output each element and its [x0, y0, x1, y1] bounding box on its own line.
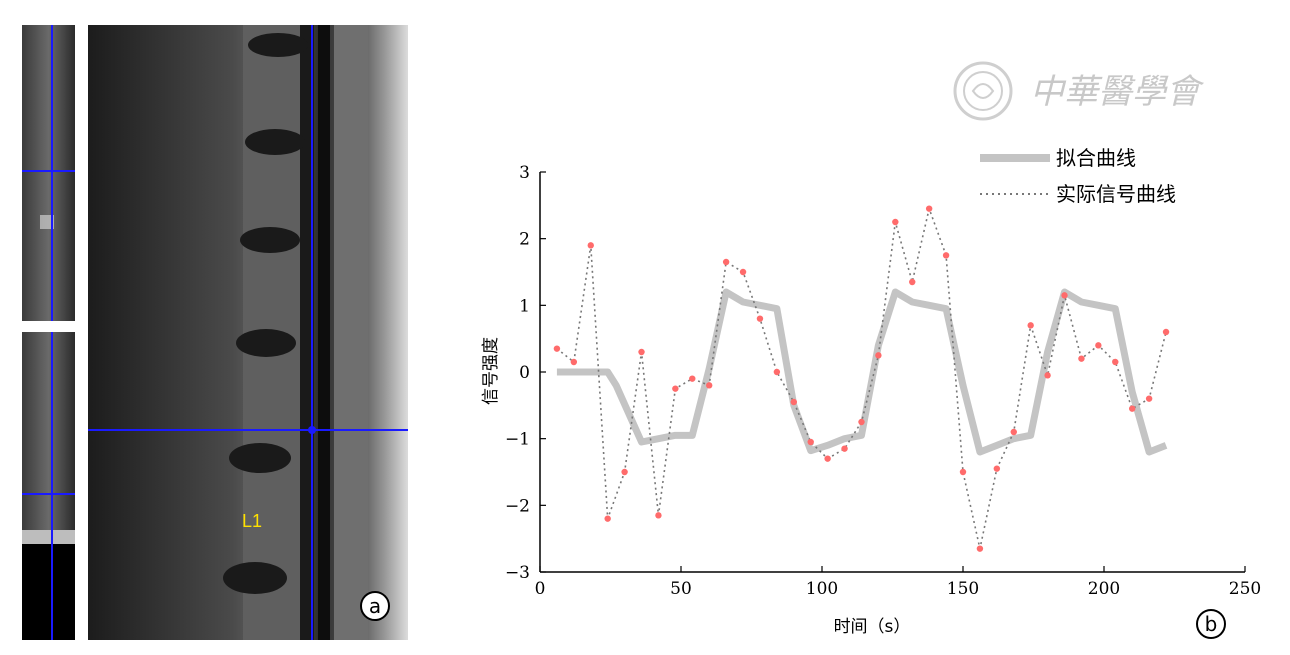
mri-figure: L1 a: [22, 25, 408, 640]
y-tick-label: 3: [519, 163, 530, 183]
signal-point: [976, 545, 984, 552]
x-tick-label: 250: [1229, 579, 1261, 599]
fit-curve-line: [556, 288, 1168, 456]
signal-point: [942, 252, 950, 259]
panel-a-label: a: [360, 591, 390, 621]
disc: [240, 227, 300, 253]
x-tick-label: 200: [1088, 579, 1120, 599]
signal-point: [1145, 395, 1153, 402]
x-tick-label: 150: [947, 579, 979, 599]
signal-point: [1162, 328, 1170, 336]
y-tick-label: 2: [519, 230, 530, 250]
thumbnail-top: [22, 25, 75, 321]
signal-point: [722, 258, 730, 266]
x-tick-label: 0: [535, 579, 546, 599]
signal-point: [1112, 358, 1119, 366]
y-tick-label: −3: [505, 563, 530, 583]
svg-text:b: b: [1205, 612, 1218, 636]
signal-point: [570, 358, 578, 366]
disc: [223, 562, 287, 594]
signal-point: [672, 385, 679, 392]
disc: [229, 443, 291, 473]
signal-point: [925, 205, 933, 212]
signal-point: [875, 352, 882, 359]
vertebra-label: L1: [242, 511, 262, 531]
signal-point: [807, 438, 814, 446]
disc: [245, 129, 305, 155]
y-tick-label: −1: [505, 430, 530, 450]
sagittal-image: L1: [88, 25, 408, 640]
watermark-seal-icon: [953, 61, 1013, 121]
y-tick-label: 1: [519, 296, 530, 316]
thumbnail-bottom: [22, 332, 75, 640]
signal-chart: 中華醫學會 0 50 100 150 200 250 −3 −2 −1 0 1 2 3 拟合曲线 实际信…: [481, 61, 1261, 639]
signal-point: [1061, 292, 1068, 299]
legend-fit-label: 拟合曲线: [1056, 146, 1136, 170]
signal-point: [739, 268, 747, 276]
watermark-text: 中華醫學會: [1030, 72, 1205, 112]
signal-point: [858, 418, 865, 426]
legend-signal-label: 实际信号曲线: [1056, 182, 1176, 206]
signal-point: [790, 398, 797, 406]
signal-point: [1044, 372, 1051, 379]
signal-point: [1027, 322, 1034, 329]
signal-point: [689, 375, 696, 382]
signal-point: [706, 382, 713, 389]
disc: [236, 329, 296, 357]
signal-point: [959, 468, 967, 476]
y-tick-label: 0: [519, 363, 530, 383]
signal-curve-line: [556, 205, 1167, 549]
signal-point: [909, 278, 916, 286]
watermark: 中華醫學會: [953, 61, 1205, 121]
y-tick-label: −2: [505, 496, 530, 516]
signal-point: [1129, 405, 1136, 412]
signal-point: [773, 368, 781, 376]
signal-point: [587, 242, 594, 249]
signal-point: [824, 455, 831, 462]
plot-axes: 0 50 100 150 200 250 −3 −2 −1 0 1 2 3: [505, 163, 1261, 599]
panel-b-label: b: [1196, 609, 1226, 639]
svg-text:a: a: [369, 594, 381, 618]
x-axis-title: 时间（s）: [834, 617, 911, 637]
signal-point: [638, 348, 645, 356]
signal-point: [756, 315, 764, 322]
signal-point: [1095, 342, 1102, 349]
signal-point: [993, 465, 1001, 472]
y-axis-title: 信号强度: [481, 337, 501, 405]
signal-point: [604, 515, 611, 522]
x-tick-label: 50: [670, 579, 692, 599]
legend: 拟合曲线 实际信号曲线: [980, 146, 1176, 206]
signal-point: [1010, 428, 1017, 436]
signal-point: [655, 512, 662, 519]
x-tick-label: 100: [806, 579, 838, 599]
plot-series: [553, 205, 1170, 552]
disc: [248, 33, 308, 57]
signal-point: [841, 445, 848, 452]
signal-point: [892, 218, 899, 226]
signal-point: [553, 345, 561, 352]
signal-point: [621, 468, 628, 476]
signal-point: [1078, 355, 1085, 362]
